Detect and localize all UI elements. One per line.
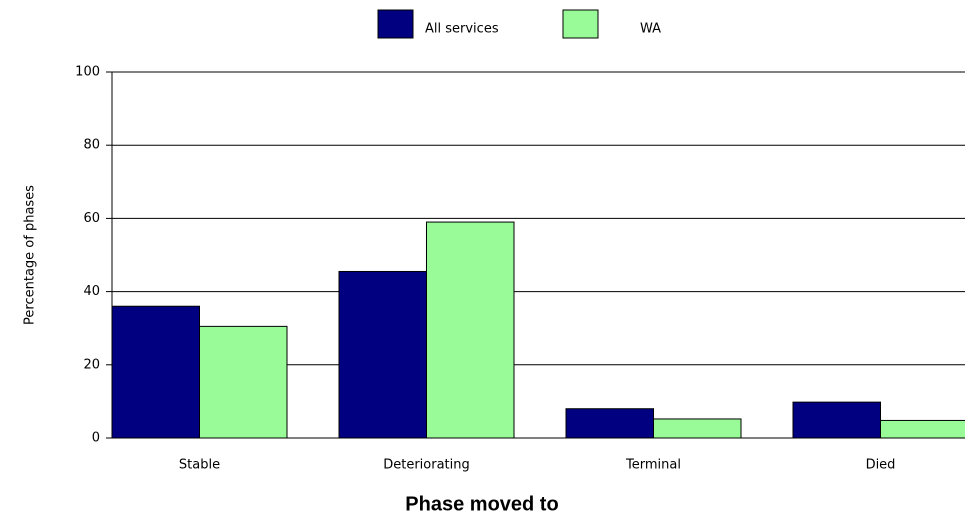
y-axis-title: Percentage of phases: [23, 185, 38, 325]
bar: [338, 270, 427, 439]
y-tick-label: 100: [75, 65, 100, 80]
y-tick-label: 60: [83, 211, 100, 226]
x-tick-label: Deteriorating: [383, 458, 470, 473]
bar: [565, 408, 654, 439]
legend-label: All services: [425, 22, 499, 37]
bar: [880, 419, 965, 439]
x-tick-label: Stable: [179, 458, 220, 473]
x-tick-label: Terminal: [625, 458, 681, 473]
x-tick-label: Died: [866, 458, 896, 473]
bar: [426, 221, 515, 439]
bar: [792, 401, 881, 439]
x-axis-title: Phase moved to: [405, 493, 558, 515]
bar: [111, 305, 200, 439]
bar: [199, 325, 288, 439]
y-tick-label: 80: [83, 138, 100, 153]
bar: [653, 418, 742, 439]
y-tick-label: 40: [83, 284, 100, 299]
y-tick-label: 20: [83, 357, 100, 372]
legend-swatch: [377, 9, 414, 39]
legend-label: WA: [640, 22, 661, 37]
legend-swatch: [562, 9, 599, 39]
y-tick-label: 0: [92, 431, 100, 446]
